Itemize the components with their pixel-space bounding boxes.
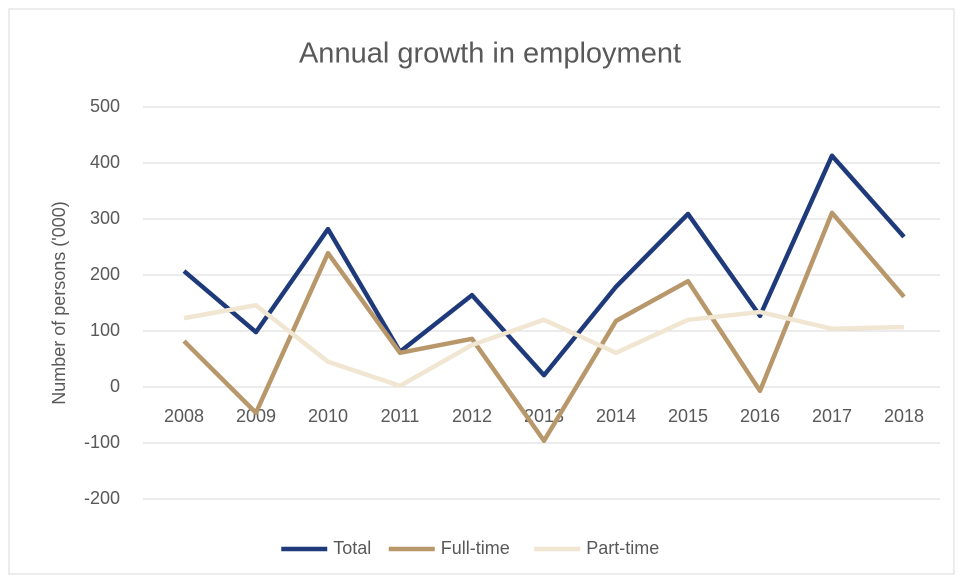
line-series bbox=[182, 153, 906, 378]
legend-label: Full-time bbox=[441, 538, 510, 558]
chart-border bbox=[8, 8, 955, 575]
x-tick-label: 2014 bbox=[596, 406, 636, 426]
x-tick-label: 2008 bbox=[164, 406, 204, 426]
line-series bbox=[183, 302, 905, 389]
y-tick-label: 200 bbox=[90, 264, 120, 284]
x-tick-label: 2018 bbox=[884, 406, 924, 426]
y-tick-label: 500 bbox=[90, 96, 120, 116]
x-tick-label: 2010 bbox=[308, 406, 348, 426]
y-tick-label: 400 bbox=[90, 152, 120, 172]
y-tick-label: 300 bbox=[90, 208, 120, 228]
y-tick-label: -200 bbox=[84, 488, 120, 508]
y-tick-label: 100 bbox=[90, 320, 120, 340]
legend-label: Total bbox=[333, 538, 371, 558]
x-tick-label: 2017 bbox=[812, 406, 852, 426]
x-tick-label: 2016 bbox=[740, 406, 780, 426]
x-tick-label: 2011 bbox=[381, 406, 420, 426]
x-tick-label: 2015 bbox=[668, 406, 708, 426]
chart-title: Annual growth in employment bbox=[299, 38, 681, 70]
x-tick-label: 2009 bbox=[236, 406, 276, 426]
legend-label: Part-time bbox=[586, 538, 659, 558]
y-tick-label: -100 bbox=[84, 432, 120, 452]
y-tick-label: 0 bbox=[110, 376, 120, 396]
y-axis-label: Number of persons ('000) bbox=[49, 201, 69, 405]
line-series bbox=[182, 210, 906, 444]
x-tick-label: 2012 bbox=[452, 406, 492, 426]
